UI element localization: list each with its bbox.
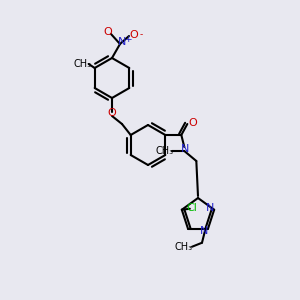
Text: O: O	[188, 118, 197, 128]
Text: O: O	[130, 30, 138, 40]
Text: N: N	[200, 226, 208, 236]
Text: O: O	[103, 27, 112, 37]
Text: N: N	[206, 203, 214, 213]
Text: -: -	[140, 31, 142, 40]
Text: CH₃: CH₃	[175, 242, 193, 252]
Text: N: N	[118, 37, 126, 47]
Text: +: +	[124, 35, 132, 44]
Text: N: N	[181, 144, 190, 154]
Text: CH₃: CH₃	[74, 59, 92, 69]
Text: O: O	[108, 108, 116, 118]
Text: Cl: Cl	[186, 203, 197, 213]
Text: CH₃: CH₃	[155, 146, 173, 156]
